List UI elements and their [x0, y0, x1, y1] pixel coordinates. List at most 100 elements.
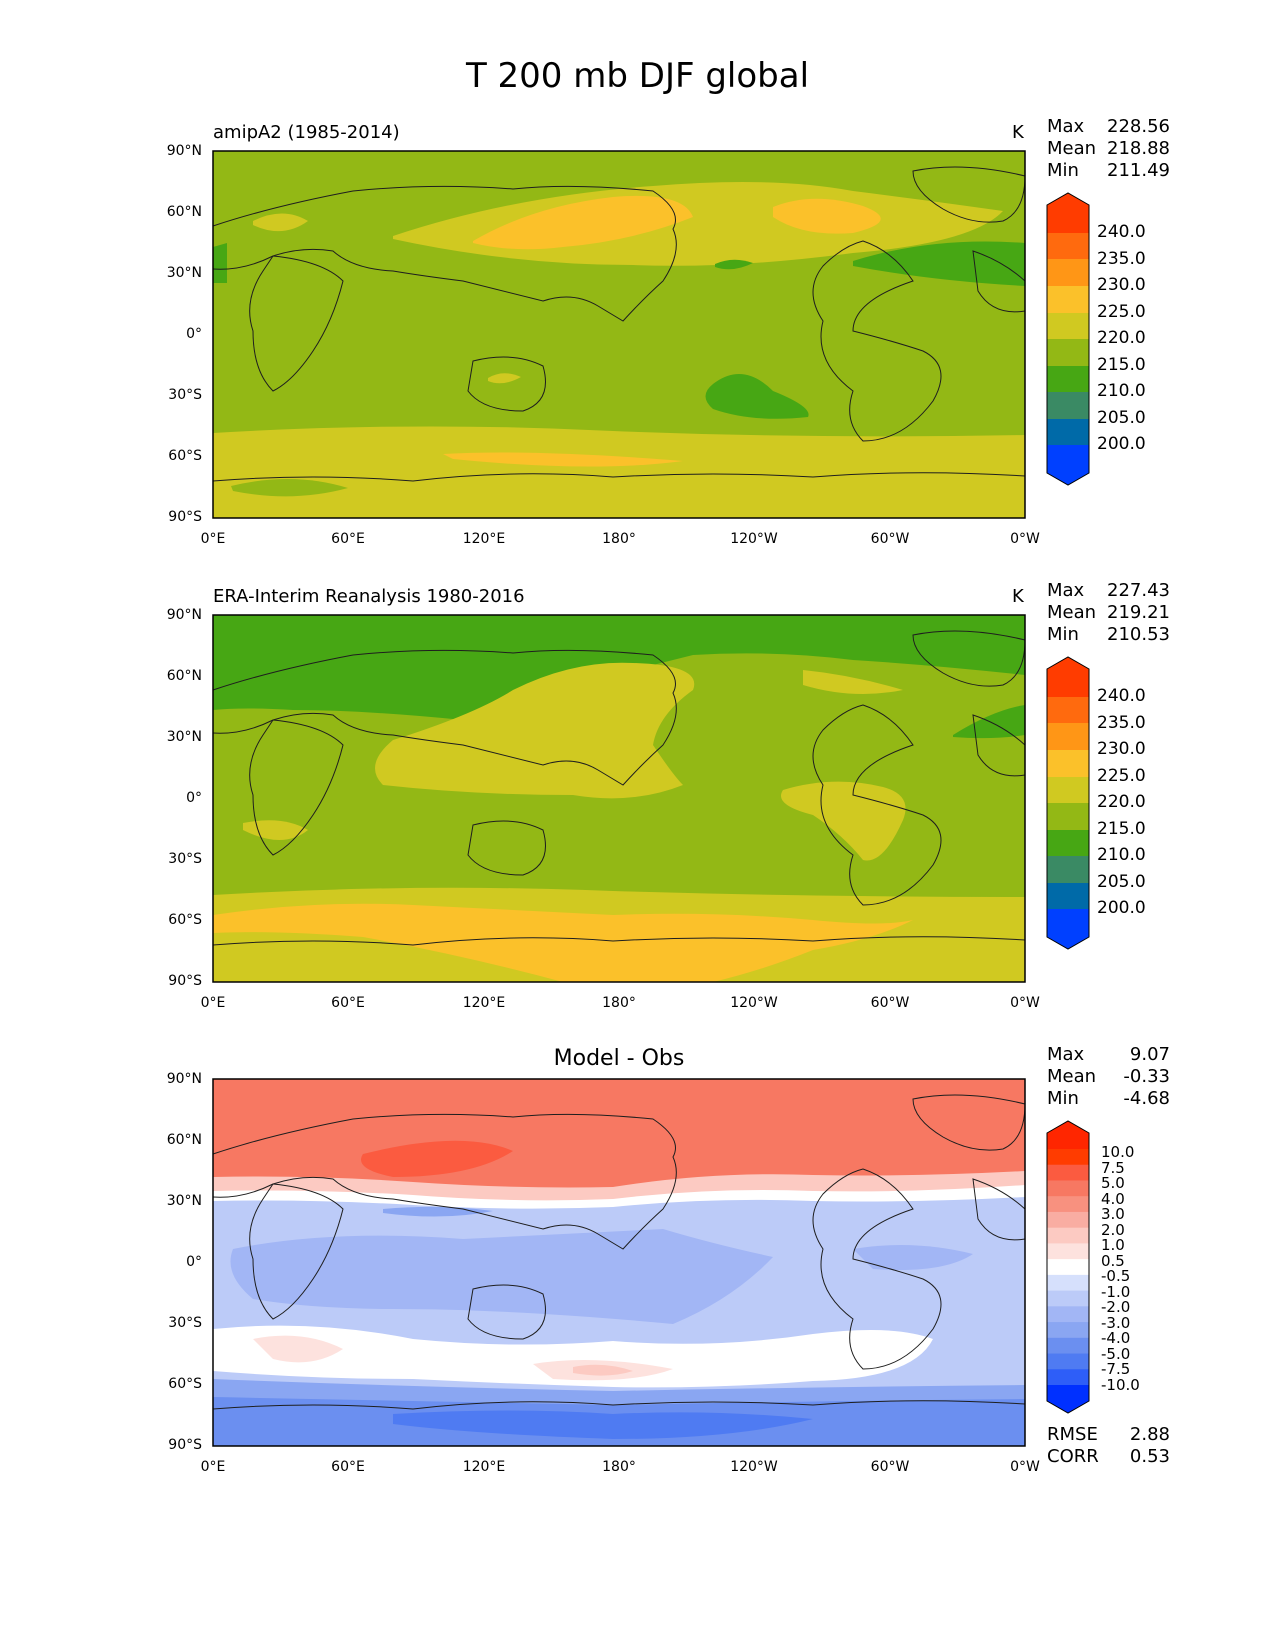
ytick-label: 90°S — [168, 509, 202, 525]
colorbar-label: 235.0 — [1097, 249, 1146, 269]
colorbar-segment — [1047, 1121, 1089, 1149]
colorbar-label: 220.0 — [1097, 792, 1146, 812]
panel-title-obs: ERA-Interim Reanalysis 1980-2016 — [213, 586, 525, 607]
colorbar-label: 210.0 — [1097, 845, 1146, 865]
stats-obs: Max 227.43 Mean 219.21 Min 210.53 — [1047, 580, 1170, 646]
xtick-label: 60°W — [870, 531, 910, 547]
ytick-label: 60°S — [168, 1376, 202, 1392]
colorbar-segment — [1047, 1227, 1089, 1244]
stats-diff: Max 9.07 Mean -0.33 Min -4.68 — [1047, 1044, 1170, 1110]
ytick-label: 90°N — [166, 143, 202, 159]
ytick-label: 90°S — [168, 1437, 202, 1453]
metric-rmse: 2.88 — [1129, 1424, 1170, 1445]
stat-min: 210.53 — [1107, 624, 1170, 645]
colorbar-segment — [1047, 1211, 1089, 1229]
colorbar-label: 7.5 — [1101, 1159, 1125, 1177]
xtick-label: 60°E — [331, 531, 365, 547]
colorbar-label: 210.0 — [1097, 381, 1146, 401]
colorbar-label: 215.0 — [1097, 819, 1146, 839]
xtick-label: 60°E — [331, 995, 365, 1011]
panel-title-diff: Model - Obs — [553, 1046, 685, 1071]
ytick-label: 30°S — [168, 387, 202, 403]
xtick-label: 180° — [602, 1459, 636, 1475]
xtick-label: 120°W — [730, 995, 778, 1011]
ytick-label: 30°S — [168, 1315, 202, 1331]
stat-min: -4.68 — [1123, 1088, 1170, 1109]
xtick-label: 120°E — [462, 1459, 506, 1475]
colorbar-segment — [1047, 1274, 1089, 1292]
stat-label: Max — [1047, 1044, 1085, 1065]
metric-label: RMSE — [1047, 1424, 1098, 1445]
xtick-label: 0°W — [1010, 531, 1040, 547]
xtick-label: 120°E — [462, 531, 506, 547]
colorbar-label: -10.0 — [1101, 1376, 1140, 1394]
colorbar-label: 0.5 — [1101, 1252, 1125, 1270]
ytick-label: 60°N — [166, 204, 202, 220]
xtick-label: 60°W — [870, 1459, 910, 1475]
colorbar-obs — [1046, 656, 1090, 950]
ytick-label: 90°N — [166, 1071, 202, 1087]
units-obs: K — [1012, 586, 1024, 607]
xtick-label: 0°E — [200, 531, 226, 547]
stat-mean: -0.33 — [1123, 1066, 1170, 1087]
stat-label: Mean — [1047, 1066, 1097, 1087]
ytick-label: 60°N — [166, 668, 202, 684]
stat-label: Max — [1047, 116, 1085, 137]
colorbar-label: -1.0 — [1101, 1283, 1131, 1301]
ytick-label: 0° — [186, 1254, 202, 1270]
colorbar-segment — [1047, 1322, 1089, 1339]
xtick-label: 180° — [602, 995, 636, 1011]
colorbar-label: 225.0 — [1097, 766, 1146, 786]
stat-label: Mean — [1047, 138, 1097, 159]
colorbar-outline — [1046, 1120, 1090, 1414]
colorbar-segment — [1047, 1259, 1089, 1276]
ytick-label: 90°S — [168, 973, 202, 989]
stat-max: 227.43 — [1107, 580, 1170, 601]
xtick-label: 0°W — [1010, 1459, 1040, 1475]
stat-min: 211.49 — [1107, 160, 1170, 181]
xtick-label: 0°E — [200, 995, 226, 1011]
colorbar-label: -2.0 — [1101, 1298, 1131, 1316]
colorbar-segment — [1047, 1196, 1089, 1213]
ytick-label: 60°S — [168, 912, 202, 928]
colorbar-model — [1046, 192, 1090, 486]
map-diff — [212, 1078, 1026, 1447]
ytick-label: 60°N — [166, 1132, 202, 1148]
colorbar-label: 2.0 — [1101, 1221, 1125, 1239]
colorbar-label: -5.0 — [1101, 1345, 1131, 1363]
colorbar-segment — [1047, 1180, 1089, 1197]
stat-mean: 218.88 — [1107, 138, 1170, 159]
xtick-label: 180° — [602, 531, 636, 547]
stat-label: Min — [1047, 160, 1079, 181]
colorbar-segment — [1047, 1243, 1089, 1260]
ytick-label: 30°N — [166, 1193, 202, 1209]
stat-label: Max — [1047, 580, 1085, 601]
colorbar-segment — [1047, 1149, 1089, 1166]
xtick-label: 0°W — [1010, 995, 1040, 1011]
ytick-label: 0° — [186, 326, 202, 342]
colorbar-label: -7.5 — [1101, 1360, 1131, 1378]
colorbar-label: 205.0 — [1097, 872, 1146, 892]
colorbar-label: -4.0 — [1101, 1329, 1131, 1347]
stat-label: Min — [1047, 1088, 1079, 1109]
ytick-label: 60°S — [168, 448, 202, 464]
colorbar-label: 1.0 — [1101, 1236, 1125, 1254]
colorbar-label: 230.0 — [1097, 739, 1146, 759]
colorbar-label: 220.0 — [1097, 328, 1146, 348]
ytick-label: 30°S — [168, 851, 202, 867]
colorbar-label: 225.0 — [1097, 302, 1146, 322]
colorbar-label: 200.0 — [1097, 898, 1146, 918]
stat-max: 228.56 — [1107, 116, 1170, 137]
ytick-label: 90°N — [166, 607, 202, 623]
xtick-label: 60°W — [870, 995, 910, 1011]
xtick-label: 60°E — [331, 1459, 365, 1475]
colorbar-label: 10.0 — [1101, 1143, 1135, 1161]
colorbar-segment — [1047, 1164, 1089, 1181]
xtick-label: 120°E — [462, 995, 506, 1011]
stat-max: 9.07 — [1129, 1044, 1170, 1065]
metric-label: CORR — [1047, 1446, 1099, 1467]
colorbar-diff — [1046, 1120, 1090, 1414]
ytick-label: 0° — [186, 790, 202, 806]
stat-label: Mean — [1047, 602, 1097, 623]
colorbar-segment — [1047, 1385, 1089, 1413]
